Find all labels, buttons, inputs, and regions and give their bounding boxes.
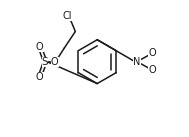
Text: O: O [51,57,59,67]
Text: N: N [133,57,141,67]
Text: O: O [148,48,156,58]
Text: S: S [42,57,49,67]
Text: Cl: Cl [62,12,72,21]
Text: O: O [148,65,156,75]
Text: O: O [36,42,43,52]
Text: O: O [36,72,43,82]
